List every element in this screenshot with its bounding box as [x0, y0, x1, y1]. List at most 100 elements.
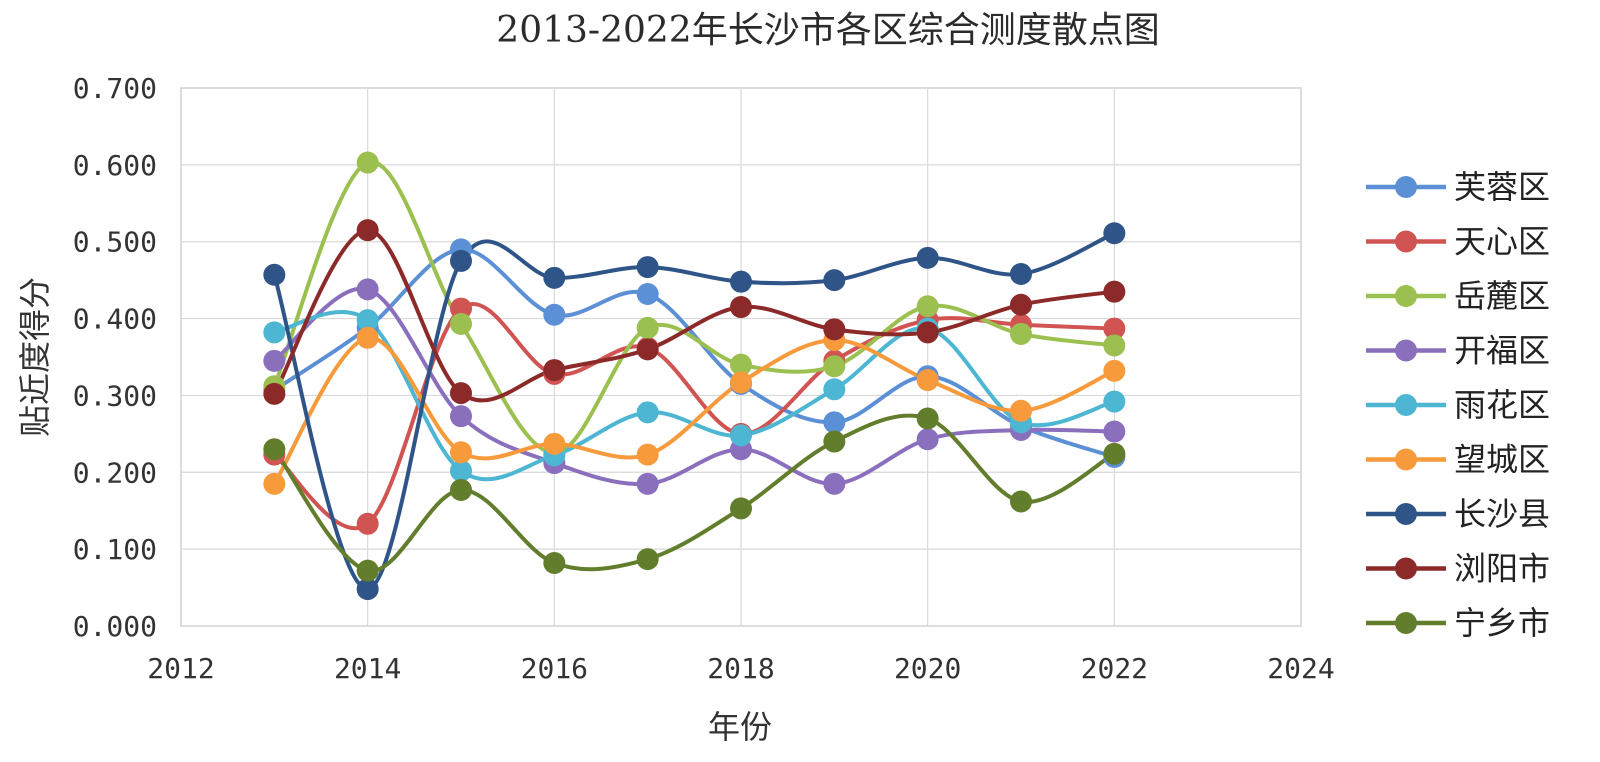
data-point — [823, 269, 846, 292]
legend-label: 雨花区 — [1454, 386, 1550, 424]
x-tick-label: 2024 — [1267, 652, 1334, 685]
data-point — [543, 266, 566, 289]
series-line — [272, 228, 1117, 403]
data-point — [730, 424, 752, 447]
series-lines — [272, 160, 1117, 592]
series-line — [272, 335, 1117, 486]
data-point — [450, 441, 472, 464]
legend-marker — [1395, 339, 1417, 362]
series-points — [263, 151, 1126, 601]
x-tick-label: 2014 — [334, 652, 401, 685]
y-tick-label: 0.100 — [73, 533, 157, 566]
x-tick-label: 2012 — [147, 652, 214, 685]
data-point — [916, 407, 939, 430]
x-tick-label: 2016 — [521, 652, 588, 685]
x-tick-label: 2022 — [1081, 652, 1148, 685]
x-tick-label: 2020 — [894, 652, 961, 685]
legend-label: 长沙县 — [1454, 495, 1550, 533]
series-line — [272, 302, 1117, 531]
data-point — [1010, 322, 1032, 345]
data-point — [823, 318, 846, 341]
y-tick-label: 0.400 — [73, 303, 157, 336]
series-line — [272, 286, 1117, 487]
data-point — [823, 411, 846, 434]
legend-marker — [1395, 448, 1417, 471]
y-tick-label: 0.600 — [73, 149, 157, 182]
data-point — [450, 382, 472, 405]
data-point — [636, 401, 659, 424]
data-point — [1103, 442, 1126, 465]
data-point — [823, 430, 846, 453]
data-point — [636, 443, 659, 466]
data-point — [636, 548, 659, 571]
chart-title: 2013-2022年长沙市各区综合测度散点图 — [496, 10, 1159, 51]
data-point — [1103, 280, 1126, 303]
legend-marker — [1395, 394, 1417, 416]
data-point — [543, 432, 566, 455]
data-point — [356, 559, 379, 582]
data-point — [356, 219, 379, 242]
x-tick-label: 2018 — [707, 652, 774, 685]
data-point — [636, 472, 659, 495]
data-point — [356, 309, 379, 332]
data-point — [263, 349, 286, 372]
data-point — [356, 151, 379, 174]
data-point — [636, 256, 659, 279]
x-axis-label: 年份 — [708, 708, 772, 746]
data-point — [1103, 420, 1126, 443]
data-point — [356, 278, 379, 301]
data-point — [1103, 334, 1126, 357]
legend-label: 浏阳市 — [1454, 550, 1550, 588]
data-point — [543, 303, 566, 326]
y-axis-label: 贴近度得分 — [16, 277, 54, 437]
data-point — [263, 382, 286, 405]
series-line — [272, 160, 1117, 456]
y-tick-label: 0.200 — [73, 456, 157, 489]
legend-label: 天心区 — [1454, 223, 1550, 261]
legend-marker — [1395, 503, 1417, 525]
data-point — [263, 321, 286, 344]
y-axis-ticks: 0.000 0.100 0.200 0.300 0.400 0.500 0.600 0.700 — [73, 72, 157, 643]
data-point — [450, 405, 472, 428]
y-tick-label: 0.700 — [73, 72, 157, 105]
data-point — [636, 338, 659, 361]
legend-marker — [1395, 557, 1417, 580]
data-point — [263, 263, 286, 286]
data-point — [1010, 490, 1032, 513]
data-point — [450, 478, 472, 501]
legend-marker — [1395, 176, 1417, 198]
data-point — [1103, 317, 1126, 340]
legend-marker — [1395, 285, 1417, 307]
data-point — [543, 551, 566, 574]
series-line — [272, 413, 1117, 573]
data-point — [916, 246, 939, 269]
legend-label: 望城区 — [1454, 441, 1550, 479]
series-line — [272, 247, 1117, 459]
data-point — [543, 359, 566, 382]
legend-label: 开福区 — [1454, 332, 1550, 370]
data-point — [263, 438, 286, 461]
data-point — [450, 459, 472, 482]
data-point — [636, 282, 659, 305]
x-axis-ticks: 2012 2014 2016 2018 2020 2022 2024 — [147, 652, 1334, 685]
data-point — [916, 321, 939, 344]
data-point — [636, 316, 659, 339]
y-tick-label: 0.300 — [73, 379, 157, 412]
data-point — [450, 297, 472, 320]
legend-label: 芙蓉区 — [1454, 168, 1550, 206]
data-point — [823, 472, 846, 495]
data-point — [1103, 222, 1126, 245]
data-point — [730, 353, 752, 376]
data-point — [1103, 390, 1126, 413]
y-tick-label: 0.000 — [73, 610, 157, 643]
data-point — [1010, 293, 1032, 316]
data-point — [916, 295, 939, 318]
y-tick-label: 0.500 — [73, 226, 157, 259]
data-point — [356, 512, 379, 535]
data-point — [1010, 262, 1032, 285]
data-point — [730, 296, 752, 319]
data-point — [916, 428, 939, 451]
legend-marker — [1395, 612, 1417, 634]
